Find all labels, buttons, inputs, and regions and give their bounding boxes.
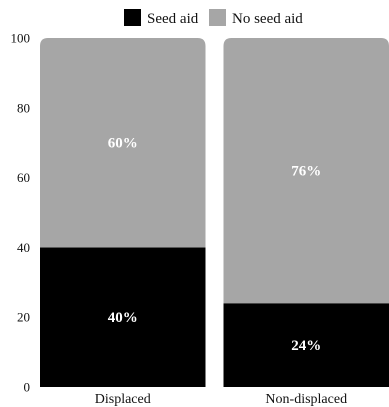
data-label: 76%: [291, 164, 321, 180]
y-tick-label: 0: [24, 380, 31, 395]
x-axis: Displaced Non-displaced: [95, 392, 347, 407]
legend-label: No seed aid: [232, 11, 303, 27]
category-label: Non-displaced: [265, 392, 347, 407]
data-label: 40%: [108, 310, 138, 326]
seed-aid-bar: [40, 247, 206, 387]
y-tick-label: 20: [17, 310, 30, 325]
y-tick-label: 40: [17, 240, 30, 255]
no-seed-aid-bar: [40, 38, 206, 248]
legend: Seed aid No seed aid: [124, 9, 303, 27]
y-axis: 0 20 40 60 80 100: [11, 31, 31, 395]
legend-label: Seed aid: [147, 11, 199, 27]
seed-aid-bar: [223, 303, 389, 387]
data-label: 60%: [108, 136, 138, 152]
y-tick-label: 100: [11, 31, 31, 46]
data-label: 24%: [291, 338, 321, 354]
y-tick-label: 60: [17, 170, 30, 185]
category-label: Displaced: [95, 392, 151, 407]
legend-swatch: [209, 9, 226, 26]
no-seed-aid-bar: [223, 38, 389, 304]
legend-swatch: [124, 9, 141, 26]
y-tick-label: 80: [17, 100, 30, 115]
bars: 40% 60% 24% 76%: [40, 38, 389, 387]
